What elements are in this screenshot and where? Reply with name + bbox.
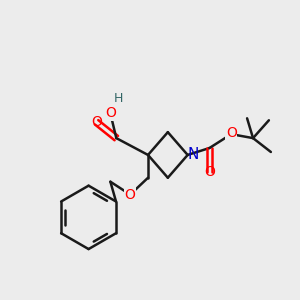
Text: N: N (188, 148, 199, 163)
Text: O: O (105, 106, 116, 120)
Text: O: O (125, 188, 136, 202)
Text: O: O (226, 126, 237, 140)
Text: O: O (204, 165, 215, 179)
Text: O: O (91, 115, 102, 129)
Text: H: H (114, 92, 123, 105)
